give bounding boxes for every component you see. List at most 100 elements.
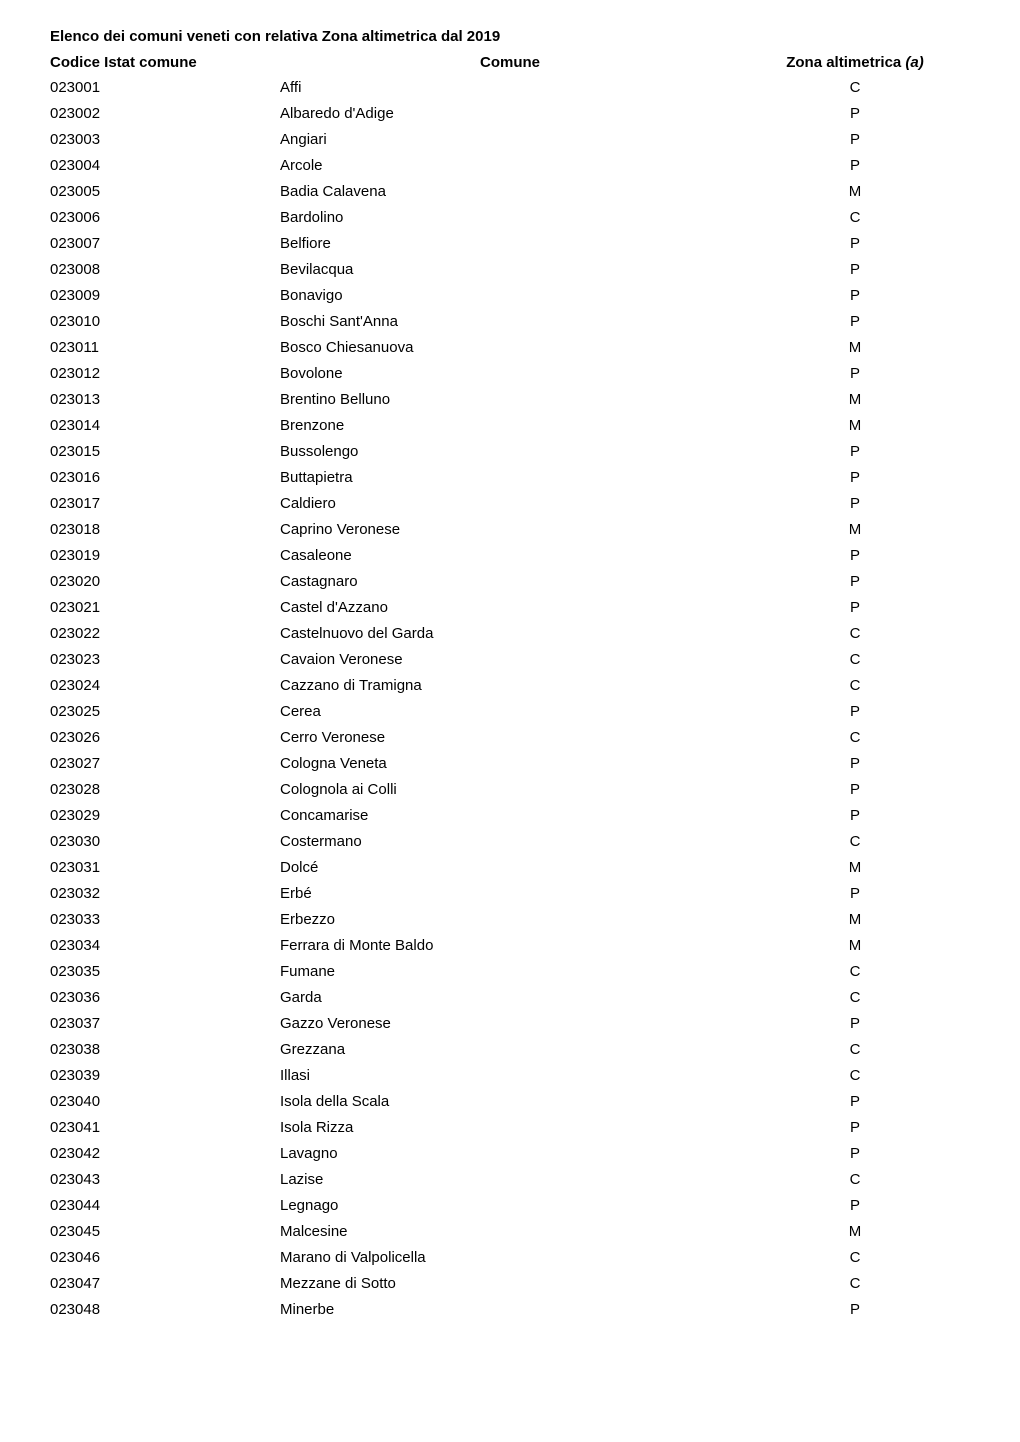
- table-row: 023005Badia CalavenaM: [50, 178, 970, 204]
- cell-zona: C: [740, 646, 970, 672]
- cell-zona: M: [740, 412, 970, 438]
- cell-zona: M: [740, 906, 970, 932]
- cell-zona: C: [740, 672, 970, 698]
- table-row: 023004ArcoleP: [50, 152, 970, 178]
- cell-zona: P: [740, 750, 970, 776]
- header-zona-suffix: (a): [905, 54, 923, 71]
- cell-code: 023013: [50, 386, 280, 412]
- cell-code: 023044: [50, 1192, 280, 1218]
- cell-code: 023019: [50, 542, 280, 568]
- table-row: 023018Caprino VeroneseM: [50, 516, 970, 542]
- cell-comune: Cavaion Veronese: [280, 646, 740, 672]
- cell-comune: Albaredo d'Adige: [280, 100, 740, 126]
- cell-zona: P: [740, 308, 970, 334]
- cell-comune: Caprino Veronese: [280, 516, 740, 542]
- table-row: 023045MalcesineM: [50, 1218, 970, 1244]
- cell-zona: P: [740, 1296, 970, 1322]
- cell-comune: Costermano: [280, 828, 740, 854]
- table-row: 023039IllasiC: [50, 1062, 970, 1088]
- cell-comune: Bosco Chiesanuova: [280, 334, 740, 360]
- cell-comune: Cazzano di Tramigna: [280, 672, 740, 698]
- cell-zona: P: [740, 282, 970, 308]
- cell-zona: C: [740, 74, 970, 100]
- cell-zona: P: [740, 802, 970, 828]
- table-row: 023025CereaP: [50, 698, 970, 724]
- cell-code: 023017: [50, 490, 280, 516]
- cell-comune: Cerro Veronese: [280, 724, 740, 750]
- cell-comune: Castel d'Azzano: [280, 594, 740, 620]
- cell-comune: Bovolone: [280, 360, 740, 386]
- cell-comune: Caldiero: [280, 490, 740, 516]
- table-row: 023026Cerro VeroneseC: [50, 724, 970, 750]
- cell-zona: M: [740, 932, 970, 958]
- cell-comune: Bonavigo: [280, 282, 740, 308]
- table-row: 023038GrezzanaC: [50, 1036, 970, 1062]
- cell-zona: C: [740, 204, 970, 230]
- table-row: 023023Cavaion VeroneseC: [50, 646, 970, 672]
- cell-code: 023002: [50, 100, 280, 126]
- cell-code: 023006: [50, 204, 280, 230]
- cell-zona: M: [740, 178, 970, 204]
- table-row: 023048MinerbeP: [50, 1296, 970, 1322]
- table-row: 023037Gazzo VeroneseP: [50, 1010, 970, 1036]
- cell-zona: M: [740, 386, 970, 412]
- cell-comune: Colognola ai Colli: [280, 776, 740, 802]
- cell-code: 023016: [50, 464, 280, 490]
- table-row: 023024Cazzano di TramignaC: [50, 672, 970, 698]
- cell-comune: Malcesine: [280, 1218, 740, 1244]
- table-row: 023046Marano di ValpolicellaC: [50, 1244, 970, 1270]
- cell-code: 023042: [50, 1140, 280, 1166]
- cell-code: 023032: [50, 880, 280, 906]
- cell-code: 023011: [50, 334, 280, 360]
- cell-comune: Cerea: [280, 698, 740, 724]
- cell-comune: Ferrara di Monte Baldo: [280, 932, 740, 958]
- cell-zona: P: [740, 126, 970, 152]
- cell-comune: Fumane: [280, 958, 740, 984]
- cell-zona: P: [740, 360, 970, 386]
- cell-comune: Concamarise: [280, 802, 740, 828]
- cell-comune: Angiari: [280, 126, 740, 152]
- cell-comune: Grezzana: [280, 1036, 740, 1062]
- cell-comune: Garda: [280, 984, 740, 1010]
- cell-zona: P: [740, 490, 970, 516]
- cell-comune: Marano di Valpolicella: [280, 1244, 740, 1270]
- cell-comune: Mezzane di Sotto: [280, 1270, 740, 1296]
- cell-zona: P: [740, 568, 970, 594]
- cell-zona: P: [740, 464, 970, 490]
- table-row: 023042LavagnoP: [50, 1140, 970, 1166]
- table-row: 023029ConcamariseP: [50, 802, 970, 828]
- cell-zona: M: [740, 334, 970, 360]
- header-zona: Zona altimetrica (a): [740, 51, 970, 74]
- cell-zona: P: [740, 152, 970, 178]
- cell-comune: Casaleone: [280, 542, 740, 568]
- cell-zona: C: [740, 1062, 970, 1088]
- table-row: 023010Boschi Sant'AnnaP: [50, 308, 970, 334]
- cell-comune: Isola della Scala: [280, 1088, 740, 1114]
- table-row: 023009BonavigoP: [50, 282, 970, 308]
- cell-comune: Lavagno: [280, 1140, 740, 1166]
- cell-zona: P: [740, 1114, 970, 1140]
- cell-code: 023041: [50, 1114, 280, 1140]
- cell-zona: C: [740, 1166, 970, 1192]
- cell-comune: Lazise: [280, 1166, 740, 1192]
- table-row: 023019CasaleoneP: [50, 542, 970, 568]
- cell-zona: P: [740, 776, 970, 802]
- cell-zona: C: [740, 724, 970, 750]
- cell-comune: Bevilacqua: [280, 256, 740, 282]
- cell-code: 023035: [50, 958, 280, 984]
- cell-comune: Badia Calavena: [280, 178, 740, 204]
- cell-code: 023009: [50, 282, 280, 308]
- cell-code: 023010: [50, 308, 280, 334]
- table-row: 023013Brentino BellunoM: [50, 386, 970, 412]
- cell-zona: C: [740, 620, 970, 646]
- cell-comune: Legnago: [280, 1192, 740, 1218]
- header-code: Codice Istat comune: [50, 51, 280, 74]
- table-row: 023028Colognola ai ColliP: [50, 776, 970, 802]
- table-row: 023017CaldieroP: [50, 490, 970, 516]
- table-row: 023043LaziseC: [50, 1166, 970, 1192]
- cell-comune: Minerbe: [280, 1296, 740, 1322]
- table-row: 023027Cologna VenetaP: [50, 750, 970, 776]
- cell-zona: P: [740, 1140, 970, 1166]
- cell-comune: Castagnaro: [280, 568, 740, 594]
- cell-comune: Castelnuovo del Garda: [280, 620, 740, 646]
